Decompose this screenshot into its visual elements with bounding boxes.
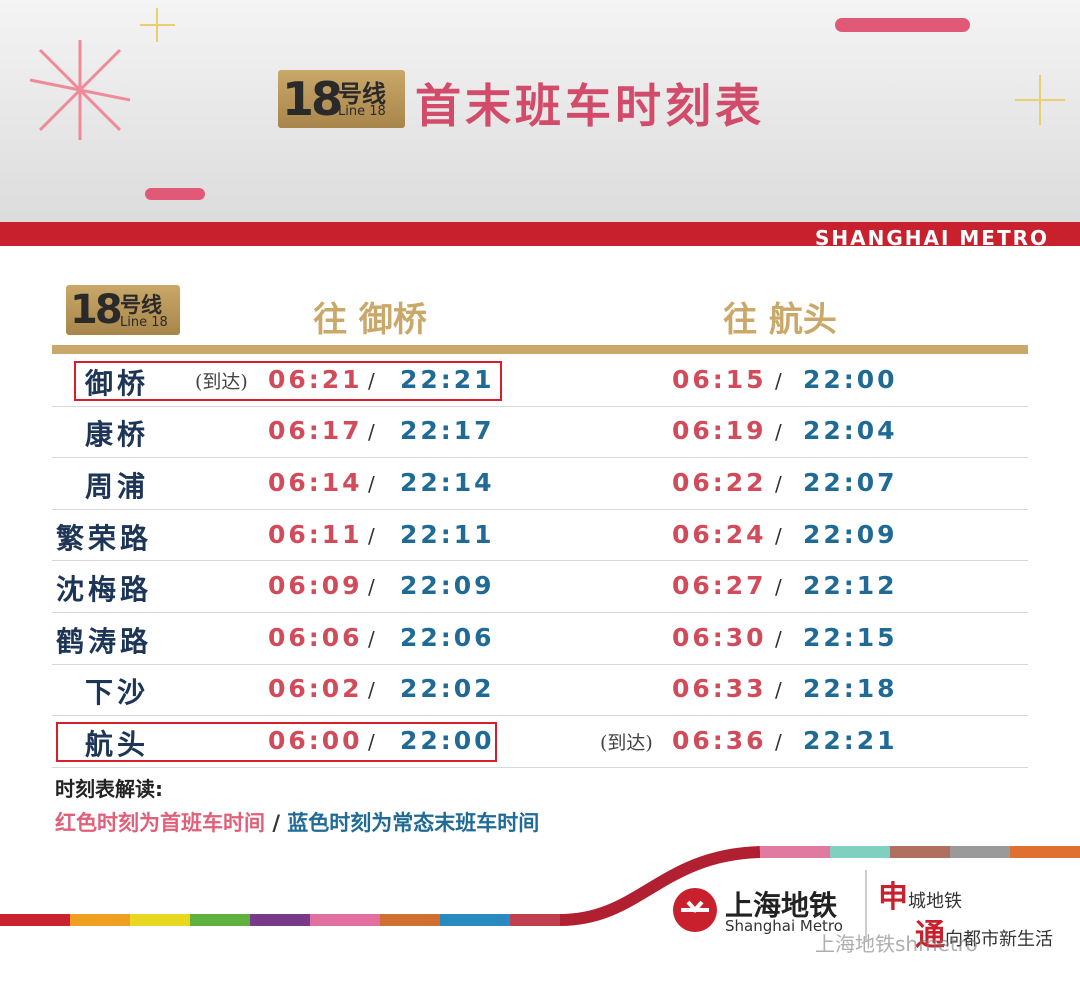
first-train: 06:19 xyxy=(672,416,767,446)
highlight-box xyxy=(74,361,502,401)
first-train: 06:11 xyxy=(268,519,363,549)
first-train: 06:22 xyxy=(672,468,767,497)
last-train: 22:14 xyxy=(400,468,495,497)
separator: / xyxy=(368,368,375,393)
slogan-big: 通 xyxy=(915,918,945,953)
legend-sep: / xyxy=(272,811,280,835)
separator: / xyxy=(775,626,782,651)
last-train: 22:00 xyxy=(400,726,495,755)
separator: / xyxy=(775,523,782,548)
badge-english: Line 18 xyxy=(120,315,168,330)
first-train: 06:24 xyxy=(672,519,767,549)
row-divider xyxy=(52,612,1028,613)
highlight-box xyxy=(56,722,497,762)
last-train: 22:15 xyxy=(803,622,898,652)
last-train: 22:12 xyxy=(803,571,898,601)
separator: / xyxy=(775,420,782,445)
separator: / xyxy=(368,730,375,754)
last-train: 22:06 xyxy=(400,622,495,652)
separator: / xyxy=(775,472,782,496)
last-train: 22:00 xyxy=(803,364,898,394)
badge-label: 号线 xyxy=(338,80,386,108)
row-divider xyxy=(52,663,1028,665)
badge-english: Line 18 xyxy=(338,104,386,119)
separator: / xyxy=(368,575,375,600)
badge-label: 号线 xyxy=(120,293,162,317)
last-train: 22:17 xyxy=(400,416,495,446)
line-badge: 18 号线 Line 18 xyxy=(278,70,405,128)
station: 御桥 xyxy=(85,366,150,400)
separator: / xyxy=(368,420,375,445)
slogan-2: 通向都市新生活 xyxy=(915,910,1053,954)
first-train: 06:21 xyxy=(268,364,363,394)
slogan-text: 向都市新生活 xyxy=(945,929,1053,950)
title: 首末班车时刻表 xyxy=(415,79,765,133)
station: 下沙 xyxy=(85,676,150,710)
header-decor xyxy=(0,8,1080,246)
last-train: 22:21 xyxy=(803,726,898,755)
logo-cn: 上海地铁 xyxy=(725,889,838,922)
first-train: 06:33 xyxy=(672,674,767,704)
arrival-note: (到达) xyxy=(195,370,248,393)
legend-title: 时刻表解读: xyxy=(55,777,163,801)
row-divider xyxy=(52,715,1028,717)
badge-number: 18 xyxy=(282,72,343,126)
first-train: 06:27 xyxy=(672,571,767,601)
watermark: 上海地铁shmetro xyxy=(815,932,978,956)
logo-en: Shanghai Metro xyxy=(725,917,843,935)
row-divider xyxy=(52,405,1028,407)
last-train: 22:02 xyxy=(400,674,495,704)
row-divider xyxy=(52,766,1028,768)
first-train: 06:00 xyxy=(268,726,363,755)
separator: / xyxy=(775,368,782,393)
row-divider xyxy=(52,508,1028,510)
station: 周浦 xyxy=(85,470,150,503)
arrival-note: (到达) xyxy=(600,732,653,754)
station: 康桥 xyxy=(85,418,150,452)
table-badge: 18 号线 Line 18 xyxy=(66,285,180,335)
header-bg xyxy=(0,0,1080,222)
first-train: 06:15 xyxy=(672,364,767,394)
separator: / xyxy=(368,472,375,496)
row-divider xyxy=(52,457,1028,459)
last-train: 22:07 xyxy=(803,468,898,497)
column-header: 往 御桥 xyxy=(313,300,427,340)
station: 航头 xyxy=(85,728,150,761)
last-train: 22:18 xyxy=(803,674,898,704)
station: 鹤涛路 xyxy=(56,624,153,658)
first-train: 06:17 xyxy=(268,416,363,446)
legend: 红色时刻为首班车时间 / 蓝色时刻为常态末班车时间 xyxy=(55,807,539,837)
station: 繁荣路 xyxy=(56,521,153,555)
separator: / xyxy=(368,626,375,651)
first-train: 06:30 xyxy=(672,622,767,652)
separator: / xyxy=(775,678,782,703)
last-train: 22:09 xyxy=(400,571,495,601)
footer-stripe xyxy=(0,846,1080,940)
legend-first: 红色时刻为首班车时间 xyxy=(55,811,265,835)
last-train: 22:11 xyxy=(400,519,495,549)
separator: / xyxy=(775,730,782,754)
brand: SHANGHAI METRO xyxy=(815,226,1050,250)
station: 沈梅路 xyxy=(56,573,153,607)
first-train: 06:09 xyxy=(268,571,363,601)
column-header: 往 航头 xyxy=(723,300,837,340)
first-train: 06:36 xyxy=(672,726,767,755)
slogan-text: 城地铁 xyxy=(908,891,962,912)
row-divider xyxy=(52,560,1028,562)
first-train: 06:06 xyxy=(268,622,363,652)
first-train: 06:02 xyxy=(268,674,363,704)
slogan-big: 申 xyxy=(878,880,908,915)
header-rule xyxy=(52,345,1028,354)
slogan-1: 申城地铁 xyxy=(878,872,962,916)
badge-number: 18 xyxy=(70,287,123,333)
last-train: 22:04 xyxy=(803,416,898,446)
last-train: 22:09 xyxy=(803,519,898,549)
first-train: 06:14 xyxy=(268,468,363,497)
separator: / xyxy=(775,575,782,600)
legend-last: 蓝色时刻为常态末班车时间 xyxy=(287,811,540,835)
separator: / xyxy=(368,523,375,548)
last-train: 22:21 xyxy=(400,364,495,394)
separator: / xyxy=(368,678,375,703)
